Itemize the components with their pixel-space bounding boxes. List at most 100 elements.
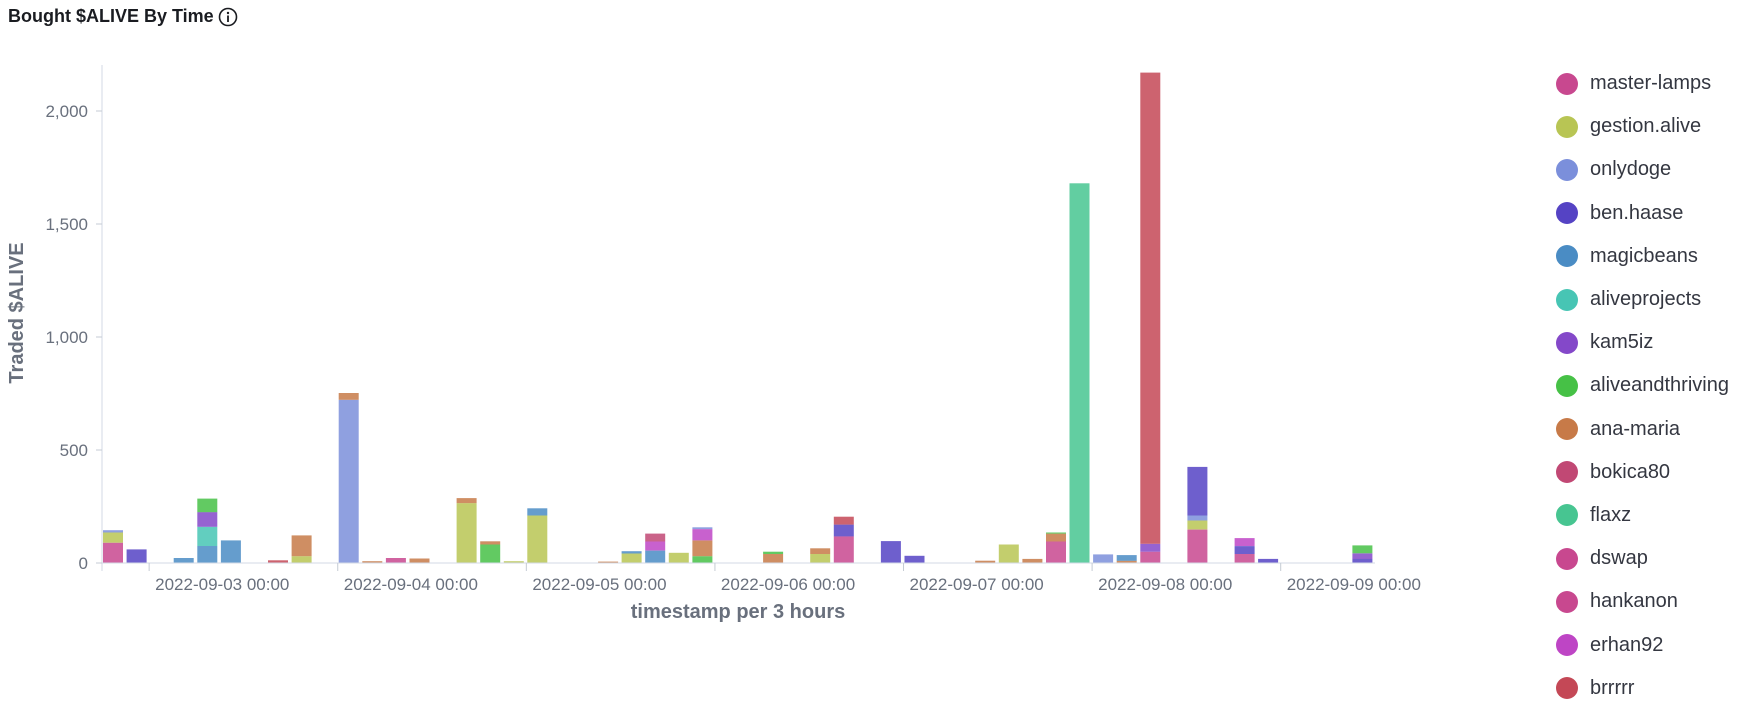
info-icon[interactable]: [218, 7, 238, 27]
bar-segment-kam5iz[interactable]: [1352, 553, 1373, 559]
bar-segment-aliveandthriving[interactable]: [692, 556, 713, 563]
bar-segment-magicbeans[interactable]: [527, 508, 548, 516]
bar-segment-ana-maria[interactable]: [692, 540, 713, 557]
legend-item-ana-maria[interactable]: ana-maria: [1556, 408, 1729, 451]
bar-segment-onlydoge[interactable]: [103, 530, 123, 533]
bar-segment-kam5iz[interactable]: [1140, 543, 1161, 552]
bar-segment-magicbeans[interactable]: [1116, 555, 1137, 561]
bar-segment-magicbeans[interactable]: [621, 551, 642, 554]
legend-item-gestion-alive[interactable]: gestion.alive: [1556, 105, 1729, 148]
bar-segment-master-lamps[interactable]: [1234, 554, 1255, 563]
bar-segment-onlydoge[interactable]: [338, 399, 359, 563]
bar-segment-erhan92[interactable]: [645, 541, 666, 551]
bar-segment-ana-maria[interactable]: [291, 535, 312, 557]
bar-segment-kam5iz[interactable]: [197, 512, 218, 527]
bar-segment-ben-haase[interactable]: [1234, 546, 1255, 554]
bar-segment-gestion-alive[interactable]: [668, 552, 689, 563]
bar-segment-gestion-alive[interactable]: [1187, 520, 1208, 530]
bar-segment-ana-maria[interactable]: [338, 393, 359, 400]
bar-segment-brrrrr[interactable]: [833, 516, 854, 525]
bar-segment-aliveandthriving[interactable]: [1352, 545, 1373, 554]
bar-segment-master-lamps[interactable]: [103, 542, 123, 563]
bar-segment-ana-maria[interactable]: [810, 548, 831, 554]
legend-label: erhan92: [1590, 633, 1664, 656]
bar-segment-ana-maria[interactable]: [480, 541, 501, 545]
legend-swatch: [1556, 115, 1578, 138]
legend-item-magicbeans[interactable]: magicbeans: [1556, 235, 1729, 278]
bar-segment-ana-maria[interactable]: [362, 561, 383, 563]
bar-segment-bokica80[interactable]: [645, 533, 666, 542]
bar-segment-ben-haase[interactable]: [1187, 466, 1208, 516]
legend-item-hankanon[interactable]: hankanon: [1556, 580, 1729, 623]
bar-segment-magicbeans[interactable]: [645, 550, 666, 563]
bar-segment-aliveprojects[interactable]: [197, 526, 218, 546]
legend-item-kam5iz[interactable]: kam5iz: [1556, 321, 1729, 364]
bar-segment-magicbeans[interactable]: [173, 558, 194, 563]
legend-item-bokica80[interactable]: bokica80: [1556, 451, 1729, 494]
bar-segment-ana-maria[interactable]: [1022, 558, 1043, 563]
bar-segment-aliveandthriving[interactable]: [480, 544, 501, 564]
x-axis-title: timestamp per 3 hours: [631, 601, 846, 623]
bar-segment-gestion-alive[interactable]: [291, 556, 312, 563]
bar-segment-ben-haase[interactable]: [880, 541, 901, 563]
legend-swatch: [1556, 374, 1578, 397]
legend-label: aliveprojects: [1590, 288, 1702, 311]
bar-segment-magicbeans[interactable]: [197, 546, 218, 563]
bar-segment-gestion-alive[interactable]: [527, 515, 548, 564]
bar-segment-ben-haase[interactable]: [833, 524, 854, 537]
bar-segment-ben-haase[interactable]: [1258, 558, 1279, 563]
bar-segment-master-lamps[interactable]: [1187, 529, 1208, 563]
bar-segment-onlydoge[interactable]: [692, 527, 713, 530]
legend-item-aliveandthriving[interactable]: aliveandthriving: [1556, 364, 1729, 407]
bar-segment-ben-haase[interactable]: [1352, 558, 1373, 563]
bar-segment-ana-maria[interactable]: [409, 558, 430, 564]
bar-segment-flaxz[interactable]: [1069, 183, 1090, 564]
legend-item-master-lamps[interactable]: master-lamps: [1556, 62, 1729, 105]
legend-label: kam5iz: [1590, 331, 1654, 354]
bar-segment-onlydoge[interactable]: [1093, 554, 1114, 563]
bar-segment-aliveandthriving[interactable]: [197, 498, 218, 513]
bar-segment-master-lamps[interactable]: [1046, 541, 1066, 564]
legend-swatch: [1556, 202, 1578, 225]
bar-segment-brrrrr[interactable]: [268, 560, 288, 563]
bar-segment-aliveandthriving[interactable]: [1046, 532, 1066, 534]
bar-segment-ana-maria[interactable]: [1116, 560, 1137, 563]
bar-segment-aliveandthriving[interactable]: [763, 551, 784, 554]
legend-label: ana-maria: [1590, 417, 1681, 440]
bar-segment-master-lamps[interactable]: [833, 536, 854, 563]
bar-segment-brrrrr[interactable]: [1140, 72, 1161, 544]
bar-segment-onlydoge[interactable]: [1187, 515, 1208, 521]
legend-item-ben-haase[interactable]: ben.haase: [1556, 192, 1729, 235]
bar-segment-magicbeans[interactable]: [220, 540, 241, 563]
legend-label: bokica80: [1590, 460, 1671, 483]
legend-item-brrrrr[interactable]: brrrrr: [1556, 667, 1729, 710]
y-tick-label: 500: [60, 441, 88, 460]
legend-swatch: [1556, 72, 1578, 95]
bar-segment-ben-haase[interactable]: [126, 549, 147, 563]
bar-segment-gestion-alive[interactable]: [998, 544, 1019, 564]
bar-segment-ana-maria[interactable]: [456, 498, 477, 504]
bar-segment-gestion-alive[interactable]: [103, 532, 123, 543]
bar-segment-gestion-alive[interactable]: [503, 561, 524, 563]
legend-item-onlydoge[interactable]: onlydoge: [1556, 148, 1729, 191]
legend-item-flaxz[interactable]: flaxz: [1556, 494, 1729, 537]
bar-segment-erhan92[interactable]: [1234, 538, 1255, 546]
legend-item-aliveprojects[interactable]: aliveprojects: [1556, 278, 1729, 321]
y-tick-label: 2,000: [45, 102, 88, 121]
bar-segment-gestion-alive[interactable]: [621, 553, 642, 564]
bar-segment-gestion-alive[interactable]: [456, 503, 477, 563]
bar-segment-ben-haase[interactable]: [904, 555, 925, 563]
bar-segment-ana-maria[interactable]: [975, 560, 996, 563]
bar-segment-ana-maria[interactable]: [598, 561, 619, 563]
bar-segment-ana-maria[interactable]: [1046, 533, 1066, 542]
bar-segment-erhan92[interactable]: [692, 529, 713, 541]
panel-title: Bought $ALIVE By Time: [8, 6, 214, 26]
bar-segment-master-lamps[interactable]: [1140, 551, 1161, 563]
bar-segment-master-lamps[interactable]: [385, 558, 406, 563]
legend-item-dswap[interactable]: dswap: [1556, 537, 1729, 580]
bar-segment-gestion-alive[interactable]: [810, 554, 831, 563]
legend-label: dswap: [1590, 547, 1648, 570]
legend-item-erhan92[interactable]: erhan92: [1556, 623, 1729, 666]
bar-segment-ana-maria[interactable]: [763, 554, 784, 563]
